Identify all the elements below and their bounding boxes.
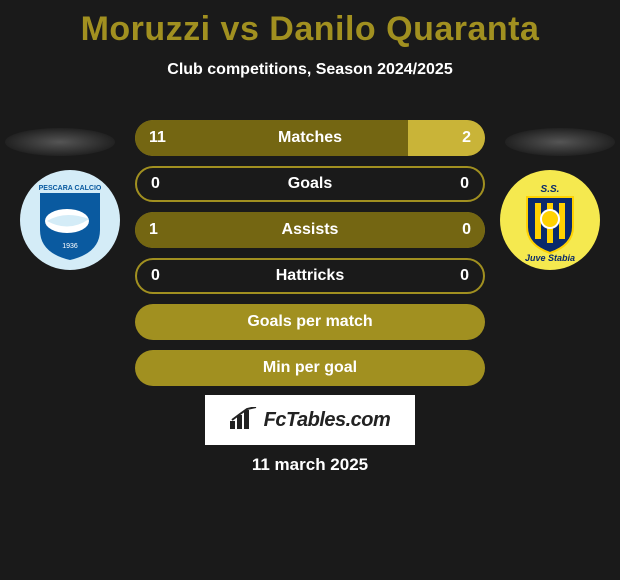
stat-label: Hattricks bbox=[137, 267, 483, 285]
stat-label: Assists bbox=[135, 221, 485, 239]
svg-text:Juve Stabia: Juve Stabia bbox=[525, 253, 575, 263]
stat-label: Goals bbox=[137, 175, 483, 193]
svg-text:PESCARA CALCIO: PESCARA CALCIO bbox=[39, 185, 102, 192]
pescara-crest-icon: PESCARA CALCIO 1936 bbox=[25, 175, 115, 265]
subtitle: Club competitions, Season 2024/2025 bbox=[0, 61, 620, 79]
fctables-text: FcTables.com bbox=[264, 409, 391, 432]
fctables-watermark: FcTables.com bbox=[205, 395, 415, 445]
stat-value-right: 0 bbox=[462, 221, 471, 239]
stat-value-right: 2 bbox=[462, 129, 471, 147]
stat-label: Matches bbox=[135, 129, 485, 147]
stat-value-right: 0 bbox=[460, 175, 469, 193]
pescara-badge: PESCARA CALCIO 1936 bbox=[20, 170, 120, 270]
shadow-left bbox=[5, 128, 115, 156]
stat-row-hattricks: 0Hattricks0 bbox=[135, 258, 485, 294]
svg-text:S.S.: S.S. bbox=[541, 184, 560, 195]
page-title: Moruzzi vs Danilo Quaranta bbox=[0, 0, 620, 49]
juve-stabia-badge: S.S. Juve Stabia bbox=[500, 170, 600, 270]
svg-text:1936: 1936 bbox=[62, 243, 78, 250]
shadow-right bbox=[505, 128, 615, 156]
stats-container: 11Matches20Goals01Assists00Hattricks0Goa… bbox=[135, 120, 485, 396]
update-date: 11 march 2025 bbox=[0, 455, 620, 475]
stat-row-min-per-goal: Min per goal bbox=[135, 350, 485, 386]
juve-stabia-crest-icon: S.S. Juve Stabia bbox=[505, 175, 595, 265]
stat-row-goals: 0Goals0 bbox=[135, 166, 485, 202]
stat-value-right: 0 bbox=[460, 267, 469, 285]
stat-row-goals-per-match: Goals per match bbox=[135, 304, 485, 340]
stat-row-matches: 11Matches2 bbox=[135, 120, 485, 156]
stat-row-assists: 1Assists0 bbox=[135, 212, 485, 248]
fctables-logo-icon bbox=[230, 407, 258, 434]
